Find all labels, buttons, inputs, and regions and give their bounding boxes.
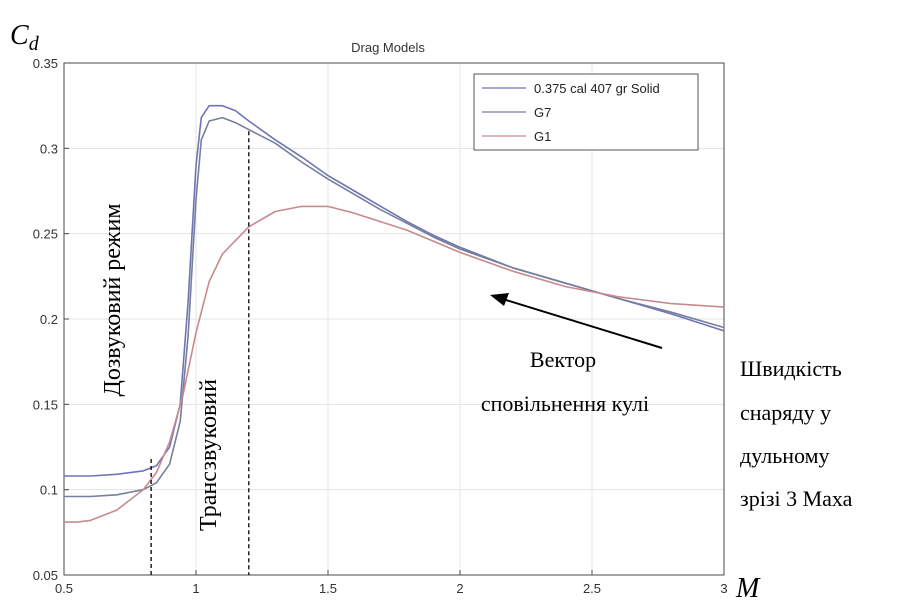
legend: 0.375 cal 407 gr Solid G7 G1 [473, 73, 699, 151]
x-tick-label: 3 [720, 581, 727, 596]
y-tick-label: 0.15 [33, 397, 58, 412]
series-line-solid [64, 104, 725, 477]
y-tick-label: 0.2 [40, 312, 58, 327]
transonic-label: Трансзвуковий [196, 379, 222, 531]
muzzle-note-line1: Швидкість [740, 356, 842, 381]
y-tick-label: 0.25 [33, 227, 58, 242]
x-tick-label: 0.5 [55, 581, 73, 596]
y-tick-label: 0.3 [40, 141, 58, 156]
vector-arrow-head [490, 293, 509, 306]
deceleration-vector [490, 293, 663, 349]
subsonic-label: Дозвуковий режим [100, 203, 126, 396]
x-axis-label: M [735, 573, 761, 604]
y-tick-label: 0.05 [33, 568, 58, 583]
y-axis-label-sub: d [29, 33, 40, 55]
y-axis-label-main: C [10, 20, 29, 51]
x-tick-label: 1.5 [319, 581, 337, 596]
axis-ticks: 0.5 1 1.5 2 2.5 3 0.05 0.1 0.15 0.2 0.25 0.3 0.35 [33, 56, 728, 596]
series-lines [64, 104, 725, 523]
vector-label-line1: Вектор [530, 347, 596, 372]
muzzle-note-line4: зрізі 3 Маха [740, 486, 853, 511]
series-line-g1 [64, 205, 725, 523]
x-tick-label: 1 [192, 581, 199, 596]
chart-title: Drag Models [351, 40, 425, 55]
muzzle-note-line3: дульному [740, 443, 830, 468]
legend-label-g1: G1 [534, 129, 551, 144]
legend-label-solid: 0.375 cal 407 gr Solid [534, 81, 660, 96]
y-axis-label: Cd [10, 20, 40, 55]
muzzle-note-line2: снаряду у [740, 400, 831, 425]
series-line-g7 [64, 116, 725, 498]
x-tick-label: 2.5 [583, 581, 601, 596]
x-tick-label: 2 [456, 581, 463, 596]
vector-arrow-shaft [505, 299, 663, 349]
y-tick-label: 0.35 [33, 56, 58, 71]
y-tick-label: 0.1 [40, 483, 58, 498]
vector-label-line2: сповільнення кулі [481, 391, 649, 416]
reference-lines [150, 131, 250, 575]
legend-label-g7: G7 [534, 105, 551, 120]
